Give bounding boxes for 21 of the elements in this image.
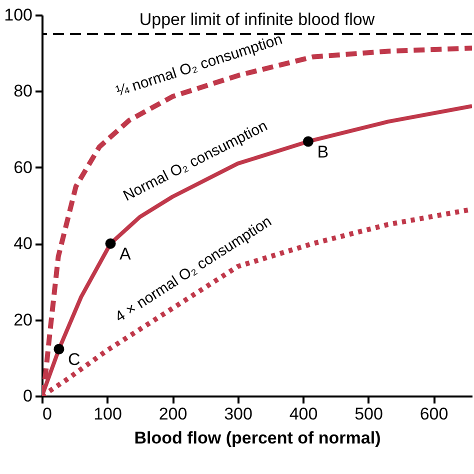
y-tick-label: 20	[14, 310, 32, 330]
annotation: B	[317, 142, 329, 162]
annotation: C	[68, 350, 80, 370]
y-tick-label: 100	[4, 6, 32, 24]
y-tick-label: 60	[14, 158, 32, 177]
x-tick-label: 300	[224, 404, 252, 424]
annotation: A	[120, 244, 132, 264]
x-tick-label: 500	[354, 404, 383, 424]
ref-line-label: Upper limit of infinite blood flow	[139, 10, 376, 30]
point	[54, 344, 64, 354]
x-tick-label: 400	[289, 404, 318, 424]
point	[302, 136, 314, 147]
y-tick-label: 40	[14, 234, 32, 254]
x-tick-label: 100	[94, 404, 122, 424]
y-tick-label: 80	[14, 82, 32, 101]
y-tick-label: 0	[23, 386, 32, 406]
x-tick-label: 600	[420, 404, 448, 424]
x-axis-title: Blood flow (percent of normal)	[134, 428, 381, 448]
x-tick-label: 200	[158, 404, 188, 424]
point	[105, 238, 116, 249]
x-tick-label: 0	[42, 404, 52, 424]
